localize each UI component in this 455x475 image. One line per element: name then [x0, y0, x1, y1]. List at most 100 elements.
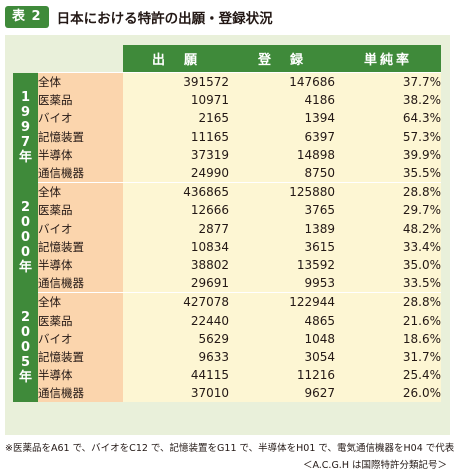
registration-cell: 9953	[229, 274, 335, 293]
registration-cell: 3615	[229, 237, 335, 256]
column-header-ratio: 単純率	[335, 45, 441, 73]
application-cell: 29691	[123, 274, 229, 293]
table-row: 医薬品 12666 3765 29.7%	[13, 201, 441, 220]
table-row: 通信機器 37010 9627 26.0%	[13, 384, 441, 403]
ratio-cell: 38.2%	[335, 91, 441, 110]
table-row: 通信機器 29691 9953 33.5%	[13, 274, 441, 293]
application-cell: 436865	[123, 182, 229, 202]
figure-title: 日本における特許の出願・登録状況	[56, 11, 273, 27]
registration-cell: 125880	[229, 182, 335, 202]
header-row: 出 願 登 録 単純率	[13, 45, 441, 73]
application-cell: 22440	[123, 311, 229, 330]
application-cell: 2877	[123, 219, 229, 238]
ratio-cell: 57.3%	[335, 127, 441, 146]
ratio-cell: 64.3%	[335, 109, 441, 128]
category-cell: 半導体	[38, 145, 123, 164]
year-label-char: 0	[20, 215, 31, 231]
registration-cell: 3765	[229, 201, 335, 220]
table-row: 医薬品 10971 4186 38.2%	[13, 91, 441, 110]
application-cell: 10834	[123, 237, 229, 256]
ratio-cell: 26.0%	[335, 384, 441, 403]
year-label-char: 0	[20, 245, 31, 261]
year-label-char: 9	[20, 105, 31, 121]
table-frame: 出 願 登 録 単純率 1 9 9 7 年全体 391572 147686 37.7% 医薬品 1…	[5, 35, 450, 435]
category-cell: 記憶装置	[38, 347, 123, 366]
category-cell: 記憶装置	[38, 127, 123, 146]
registration-cell: 9627	[229, 384, 335, 403]
registration-cell: 122944	[229, 292, 335, 312]
header-corner	[13, 45, 123, 73]
category-cell: 医薬品	[38, 201, 123, 220]
application-cell: 10971	[123, 91, 229, 110]
year-label-char: 0	[20, 325, 31, 341]
category-cell: バイオ	[38, 109, 123, 128]
application-cell: 427078	[123, 292, 229, 312]
year-label-char: 5	[20, 355, 31, 371]
ratio-cell: 28.8%	[335, 292, 441, 312]
year-label-char: 2	[20, 200, 31, 216]
table-row: 記憶装置 11165 6397 57.3%	[13, 127, 441, 146]
year-label-char: 0	[20, 340, 31, 356]
application-cell: 24990	[123, 163, 229, 183]
category-cell: 通信機器	[38, 384, 123, 403]
table-row: 2 0 0 0 年全体 436865 125880 28.8%	[13, 182, 441, 293]
category-cell: 通信機器	[38, 163, 123, 183]
table-row: 半導体 38802 13592 35.0%	[13, 255, 441, 275]
year-label-char: 1	[20, 90, 31, 106]
registration-cell: 14898	[229, 145, 335, 164]
application-cell: 37010	[123, 384, 229, 403]
table-row: バイオ 2877 1389 48.2%	[13, 219, 441, 238]
ratio-cell: 48.2%	[335, 219, 441, 238]
column-header-registration: 登 録	[229, 45, 335, 73]
year-label-char: 2	[20, 310, 31, 326]
registration-cell: 1389	[229, 219, 335, 238]
application-cell: 391572	[123, 72, 229, 92]
ratio-cell: 37.7%	[335, 72, 441, 92]
registration-cell: 1048	[229, 329, 335, 348]
category-cell: 全体	[38, 72, 123, 92]
ratio-cell: 21.6%	[335, 311, 441, 330]
ratio-cell: 31.7%	[335, 347, 441, 366]
ratio-cell: 35.0%	[335, 255, 441, 275]
footnote: ※医薬品をA61 で、バイオをC12 で、記憶装置をG11 で、半導体をH01 …	[5, 443, 455, 454]
ratio-cell: 35.5%	[335, 163, 441, 183]
registration-cell: 3054	[229, 347, 335, 366]
category-cell: 全体	[38, 182, 123, 202]
table-row: 記憶装置 10834 3615 33.4%	[13, 237, 441, 256]
category-cell: 半導体	[38, 255, 123, 275]
table-row: 医薬品 22440 4865 21.6%	[13, 311, 441, 330]
ratio-cell: 33.5%	[335, 274, 441, 293]
table-row: 通信機器 24990 8750 35.5%	[13, 163, 441, 183]
figure-header: 表 2 日本における特許の出願・登録状況	[5, 5, 273, 29]
registration-cell: 4865	[229, 311, 335, 330]
year-label-char: 年	[18, 370, 32, 386]
year-label-char: 年	[18, 150, 32, 166]
category-cell: 全体	[38, 292, 123, 312]
patent-table: 出 願 登 録 単純率 1 9 9 7 年全体 391572 147686 37.7% 医薬品 1…	[13, 45, 441, 403]
table-row: 半導体 37319 14898 39.9%	[13, 145, 441, 164]
table-row: 1 9 9 7 年全体 391572 147686 37.7%	[13, 72, 441, 183]
year-label-char: 年	[18, 260, 32, 276]
category-cell: 医薬品	[38, 91, 123, 110]
application-cell: 9633	[123, 347, 229, 366]
registration-cell: 6397	[229, 127, 335, 146]
application-cell: 5629	[123, 329, 229, 348]
classification-note: ＜A.C.G.H は国際特許分類記号＞	[302, 460, 447, 471]
table-row: 2 0 0 5 年全体 427078 122944 28.8%	[13, 292, 441, 403]
category-cell: 通信機器	[38, 274, 123, 293]
table-number-badge: 表 2	[5, 6, 49, 28]
ratio-cell: 18.6%	[335, 329, 441, 348]
year-label-char: 9	[20, 120, 31, 136]
category-cell: バイオ	[38, 329, 123, 348]
application-cell: 12666	[123, 201, 229, 220]
application-cell: 38802	[123, 255, 229, 275]
category-cell: 半導体	[38, 366, 123, 385]
application-cell: 44115	[123, 366, 229, 385]
registration-cell: 8750	[229, 163, 335, 183]
registration-cell: 147686	[229, 72, 335, 92]
year-label-char: 7	[20, 135, 31, 151]
